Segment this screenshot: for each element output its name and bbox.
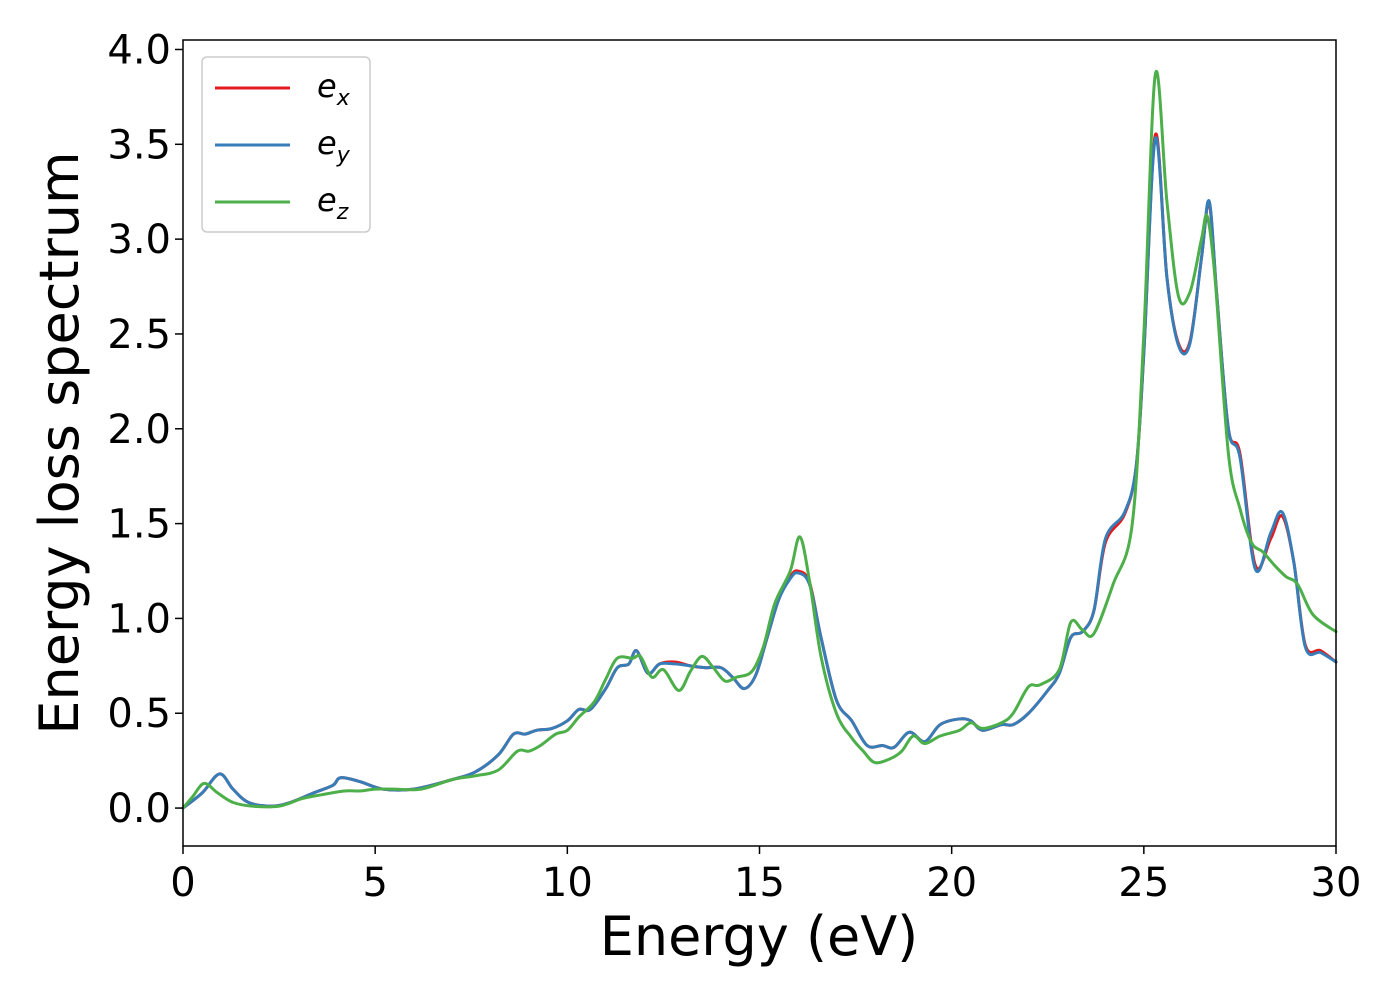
- series-lines: [181, 69, 1338, 810]
- legend-label-subscript: x: [336, 86, 351, 111]
- legend-label-z: ez: [317, 181, 349, 225]
- x-axis-title: Energy (eV): [600, 905, 919, 968]
- legend-label-y: ey: [317, 124, 351, 168]
- x-tick-label: 30: [1311, 860, 1362, 906]
- y-tick-label: 3.0: [107, 217, 171, 263]
- series-line-y: [181, 136, 1338, 810]
- y-tick-label: 2.0: [107, 407, 171, 453]
- legend-label-main: e: [317, 67, 337, 105]
- x-tick-label: 10: [542, 860, 593, 906]
- legend-label-subscript: z: [336, 200, 349, 225]
- y-tick-label: 0.5: [107, 691, 171, 737]
- legend-label-main: e: [317, 124, 337, 162]
- legend-label-x: ex: [317, 67, 351, 111]
- legend-label-main: e: [317, 181, 337, 219]
- y-axis-title: Energy loss spectrum: [28, 151, 91, 734]
- y-tick-label: 3.5: [107, 122, 171, 168]
- x-tick-label: 25: [1118, 860, 1169, 906]
- y-tick-label: 2.5: [107, 312, 171, 358]
- y-tick-label: 1.5: [107, 502, 171, 548]
- x-tick-label: 0: [170, 860, 195, 906]
- plot-frame: [182, 39, 1337, 847]
- series-line-z: [181, 69, 1338, 810]
- x-tick-label: 20: [926, 860, 977, 906]
- y-tick-label: 4.0: [107, 27, 171, 73]
- x-tick-label: 5: [362, 860, 387, 906]
- y-tick-label: 1.0: [107, 596, 171, 642]
- legend-label-subscript: y: [336, 143, 351, 168]
- axis-ticks: 0 5 10 15 20 25 30 0.0 0.5 1.0 1.5 2.0 2.5 3.0 3.5 4.0: [107, 27, 1361, 906]
- y-tick-label: 0.0: [107, 786, 171, 832]
- plot-area: [183, 40, 1336, 846]
- x-tick-label: 15: [734, 860, 785, 906]
